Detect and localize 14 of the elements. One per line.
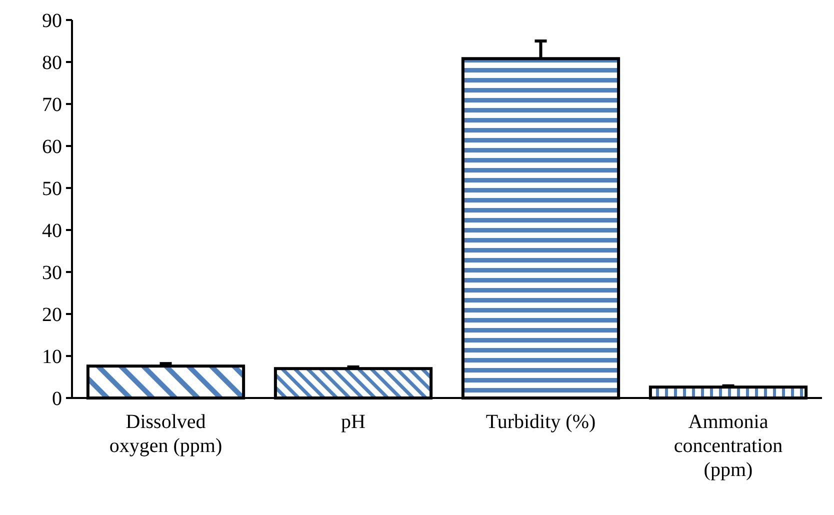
y-tick-label: 80 xyxy=(42,52,62,74)
x-tick-label: Ammonia concentration (ppm) xyxy=(674,411,783,481)
y-tick-label: 60 xyxy=(42,136,62,158)
x-tick-label: pH xyxy=(341,411,366,433)
y-tick-label: 30 xyxy=(42,262,62,284)
x-tick-label: Dissolved oxygen (ppm) xyxy=(109,411,222,457)
y-tick-label: 70 xyxy=(42,94,62,116)
y-tick-label: 10 xyxy=(42,346,62,368)
x-tick-label: Turbidity (%) xyxy=(486,411,596,433)
y-tick-label: 40 xyxy=(42,220,62,242)
y-tick-label: 20 xyxy=(42,304,62,326)
y-tick-label: 90 xyxy=(42,10,62,32)
y-tick-label: 50 xyxy=(42,178,62,200)
y-tick-label: 0 xyxy=(52,388,62,410)
